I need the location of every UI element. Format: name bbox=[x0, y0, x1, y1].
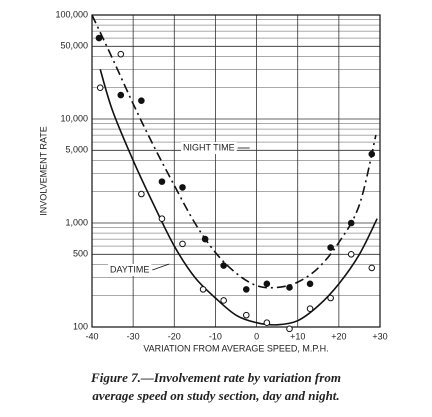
data-point bbox=[306, 305, 314, 312]
data-point bbox=[347, 219, 355, 227]
data-point bbox=[286, 284, 293, 291]
data-point bbox=[117, 50, 125, 58]
x-tick-label: +30 bbox=[372, 331, 387, 341]
x-tick-label: 0 bbox=[254, 331, 259, 341]
x-tick-label: -20 bbox=[168, 331, 181, 341]
data-point bbox=[368, 264, 376, 272]
caption: Figure 7.—Involvement rate by variation … bbox=[90, 370, 341, 385]
data-point bbox=[179, 240, 186, 248]
data-point bbox=[95, 34, 103, 42]
leader-line bbox=[152, 263, 170, 271]
data-point bbox=[96, 84, 104, 91]
data-point bbox=[263, 280, 271, 288]
data-point bbox=[286, 325, 293, 333]
data-point bbox=[220, 262, 227, 269]
data-point bbox=[179, 184, 186, 191]
x-axis-label: VARIATION FROM AVERAGE SPEED, M.P.H. bbox=[143, 343, 328, 353]
data-point bbox=[138, 97, 145, 104]
caption: average speed on study section, day and … bbox=[92, 388, 339, 403]
data-point bbox=[327, 294, 334, 302]
label-backdrop bbox=[181, 142, 237, 154]
x-tick-label: +20 bbox=[331, 331, 346, 341]
data-point bbox=[199, 286, 207, 293]
data-point bbox=[220, 297, 227, 304]
fit-curve bbox=[99, 69, 378, 326]
x-tick-label: -40 bbox=[85, 331, 98, 341]
data-point bbox=[306, 280, 314, 288]
data-point bbox=[368, 150, 376, 158]
data-point bbox=[242, 311, 250, 319]
label-backdrop bbox=[108, 264, 152, 276]
y-tick-label: 5,000 bbox=[65, 145, 88, 155]
data-point bbox=[347, 251, 355, 258]
y-tick-label: 10,000 bbox=[60, 113, 88, 123]
data-point bbox=[117, 91, 125, 99]
data-point bbox=[201, 235, 209, 243]
data-point bbox=[158, 215, 166, 222]
data-point bbox=[242, 286, 250, 293]
y-tick-label: 100 bbox=[73, 321, 88, 331]
y-tick-label: 50,000 bbox=[60, 41, 88, 51]
y-tick-label: 500 bbox=[73, 249, 88, 259]
data-point bbox=[158, 178, 166, 185]
y-tick-label: 100,000 bbox=[55, 9, 88, 19]
x-tick-label: -30 bbox=[127, 331, 140, 341]
y-tick-label: 1,000 bbox=[65, 217, 88, 227]
y-axis-label: INVOLVEMENT RATE bbox=[38, 126, 48, 216]
x-tick-label: +10 bbox=[290, 331, 305, 341]
curve-label: NIGHT TIME bbox=[183, 142, 235, 152]
x-tick-label: -10 bbox=[209, 331, 222, 341]
plot-frame bbox=[91, 14, 381, 328]
data-point bbox=[327, 244, 334, 251]
curve-label: DAYTIME bbox=[110, 264, 149, 274]
data-point bbox=[263, 319, 271, 326]
data-point bbox=[138, 190, 145, 198]
